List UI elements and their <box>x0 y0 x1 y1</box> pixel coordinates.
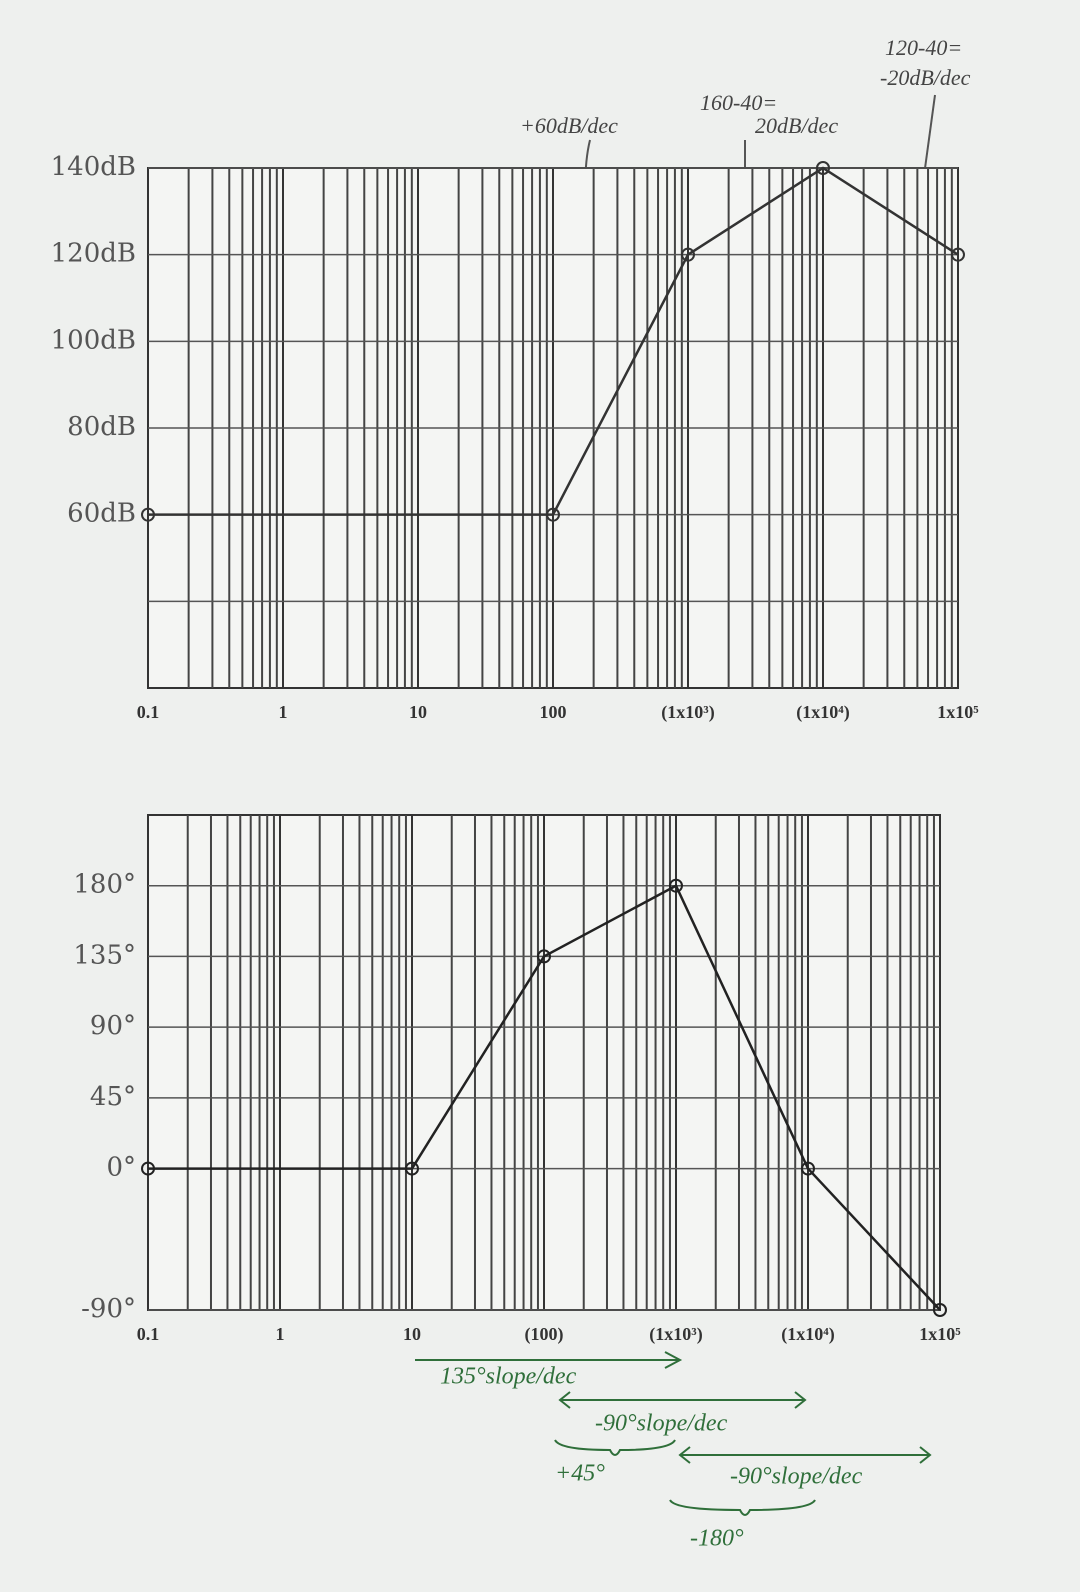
y-tick-label: 120dB <box>51 239 136 269</box>
data-point <box>816 161 830 175</box>
annotation: -20dB/dec <box>880 65 971 90</box>
chart: 0.1 1 10 100 (1x10³) (1x10⁴) 1x10⁵ 140dB 120dB 10… <box>51 152 980 723</box>
y-tick-label: 90° <box>90 1011 136 1041</box>
data-point <box>933 1303 947 1317</box>
annotation: +45° <box>555 1461 605 1487</box>
annotation-arrow <box>678 1446 932 1464</box>
x-tick-label: 10 <box>409 702 427 722</box>
annotation-arrow <box>415 1351 683 1369</box>
data-line <box>148 883 941 1311</box>
x-tick-label: 10 <box>403 1324 421 1344</box>
y-tick-label: 100dB <box>51 325 136 355</box>
x-tick-label: (1x10³) <box>661 702 714 723</box>
data-point <box>537 949 551 964</box>
annotation-brace <box>554 1439 676 1456</box>
x-tick-label: 1 <box>279 702 288 722</box>
data-point <box>801 1161 815 1176</box>
x-tick-label: 1x10⁵ <box>919 1324 961 1344</box>
x-tick-label: 0.1 <box>137 1324 160 1344</box>
y-tick-label: 135° <box>73 940 136 970</box>
annotation-brace <box>669 1499 816 1516</box>
y-tick-label: -90° <box>81 1294 136 1324</box>
y-tick-label: 140dB <box>51 152 136 182</box>
x-tick-label: (1x10⁴) <box>796 702 849 723</box>
data-line <box>148 166 959 516</box>
y-tick-label: 45° <box>90 1082 136 1112</box>
annotation: -90°slope/dec <box>595 1411 728 1437</box>
y-tick-label: 0° <box>106 1153 136 1183</box>
data-point <box>951 247 965 262</box>
annotation: +60dB/dec <box>520 113 618 138</box>
annotation-arrow <box>558 1391 807 1409</box>
data-point <box>546 507 560 522</box>
annotation: 120-40= <box>885 35 962 60</box>
annotation: -180° <box>690 1526 744 1552</box>
x-tick-label: (100) <box>525 1324 564 1345</box>
annotation: 160-40= <box>700 90 777 115</box>
y-tick-label: 80dB <box>67 412 136 442</box>
data-point <box>669 878 683 893</box>
data-point <box>141 507 155 522</box>
annotation: 20dB/dec <box>755 113 838 138</box>
annotation: 135°slope/dec <box>440 1364 577 1390</box>
data-point <box>141 1161 155 1176</box>
x-tick-label: 0.1 <box>137 702 160 722</box>
y-tick-label: 60dB <box>67 499 136 529</box>
x-tick-label: 1 <box>276 1324 285 1344</box>
chart: 0.1 1 10 (100) (1x10³) (1x10⁴) 1x10⁵ 180° 135° 90… <box>73 814 961 1345</box>
x-tick-label: (1x10⁴) <box>781 1324 834 1345</box>
data-point <box>405 1161 419 1176</box>
x-tick-label: 1x10⁵ <box>937 702 979 722</box>
x-tick-label: 100 <box>540 702 567 722</box>
x-tick-label: (1x10³) <box>649 1324 702 1345</box>
y-tick-label: 180° <box>73 870 136 900</box>
data-point <box>681 247 695 262</box>
annotation: -90°slope/dec <box>730 1464 863 1490</box>
